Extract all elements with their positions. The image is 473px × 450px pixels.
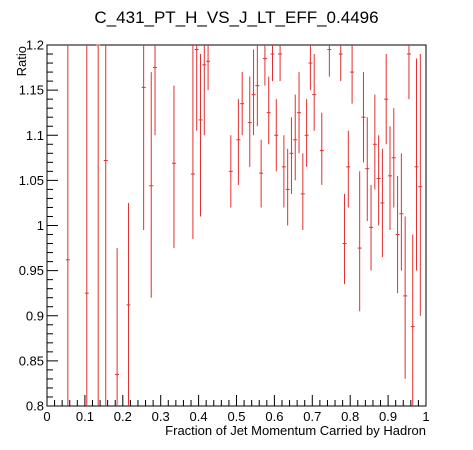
data-point	[403, 216, 408, 379]
x-tick-label: 0.7	[303, 409, 321, 424]
x-tick-label: 0.3	[152, 409, 170, 424]
data-point	[115, 248, 120, 406]
data-point	[251, 49, 256, 136]
data-point	[149, 72, 154, 298]
data-point	[293, 94, 298, 181]
x-axis: 0 0.1 0.2 0.3 0.4 0.5 0.6 0.7 0.8 0.9 1	[43, 395, 430, 424]
plot-frame	[46, 44, 427, 407]
data-point	[153, 45, 158, 136]
data-point	[266, 76, 271, 145]
data-point	[361, 72, 366, 163]
data-point	[357, 171, 362, 312]
data-point	[274, 99, 279, 172]
data-point	[418, 54, 423, 316]
data-point	[380, 148, 385, 258]
x-tick-label: 0.6	[265, 409, 283, 424]
y-tick-label: 1.1	[26, 128, 44, 143]
data-point	[247, 76, 252, 167]
data-point	[319, 112, 324, 185]
y-tick-label: 1.05	[19, 173, 44, 188]
data-point	[410, 234, 415, 406]
data-point	[206, 45, 211, 91]
data-point	[126, 202, 131, 406]
y-tick-label: 0.85	[19, 353, 44, 368]
data-point	[198, 54, 203, 217]
data-point	[202, 45, 207, 136]
y-tick-label: 0.8	[26, 399, 44, 414]
data-point	[346, 130, 351, 208]
data-point	[194, 45, 199, 131]
data-point	[342, 193, 347, 285]
data-points	[65, 44, 423, 406]
data-point	[304, 99, 309, 167]
x-tick-label: 0.2	[114, 409, 132, 424]
y-axis-label: Ratio	[14, 46, 29, 76]
x-tick-label: 0.8	[341, 409, 359, 424]
data-point	[190, 45, 195, 240]
data-point	[399, 153, 404, 271]
x-axis-label: Fraction of Jet Momentum Carried by Hadr…	[165, 423, 426, 438]
data-point	[376, 135, 381, 226]
data-point	[391, 108, 396, 208]
data-point	[270, 45, 275, 82]
data-point	[406, 45, 411, 100]
data-point	[338, 45, 343, 82]
data-point	[372, 94, 377, 190]
data-point	[327, 45, 332, 77]
x-tick-label: 0.5	[227, 409, 245, 424]
y-tick-label: 0.95	[19, 263, 44, 278]
data-point	[236, 99, 241, 185]
data-point	[312, 54, 317, 131]
x-tick-label: 0.1	[76, 409, 94, 424]
data-point	[350, 45, 355, 104]
data-point	[285, 148, 290, 226]
data-point	[414, 58, 419, 271]
data-point	[300, 153, 305, 231]
x-tick-label: 0.9	[379, 409, 397, 424]
y-axis: 0.8 0.85 0.9 0.95 1 1.05 1.1 1.15 1.2	[19, 38, 58, 414]
x-tick-label: 0.4	[190, 409, 208, 424]
data-point	[289, 117, 294, 194]
data-point	[384, 54, 389, 145]
data-point	[84, 45, 89, 406]
y-tick-label: 1.15	[19, 83, 44, 98]
data-point	[65, 45, 70, 406]
data-point	[308, 45, 313, 91]
y-tick-label: 1	[37, 218, 44, 233]
data-point	[297, 72, 302, 154]
data-point	[395, 175, 400, 294]
data-point	[96, 44, 101, 406]
x-tick-label: 0	[43, 409, 50, 424]
y-tick-label: 0.9	[26, 308, 44, 323]
data-point	[369, 184, 374, 271]
data-point	[240, 72, 245, 136]
data-point	[255, 45, 260, 127]
y-tick-label: 1.2	[26, 38, 44, 53]
data-point	[141, 45, 146, 231]
data-point	[387, 126, 392, 231]
data-point	[171, 85, 176, 249]
data-point	[262, 45, 267, 86]
data-point	[281, 135, 286, 208]
data-point	[365, 117, 370, 221]
data-point	[228, 135, 233, 208]
data-point	[278, 45, 283, 82]
data-point	[259, 139, 264, 208]
x-tick-label: 1	[422, 409, 429, 424]
data-point	[103, 45, 108, 406]
chart-title: C_431_PT_H_VS_J_LT_EFF_0.4496	[94, 8, 379, 27]
